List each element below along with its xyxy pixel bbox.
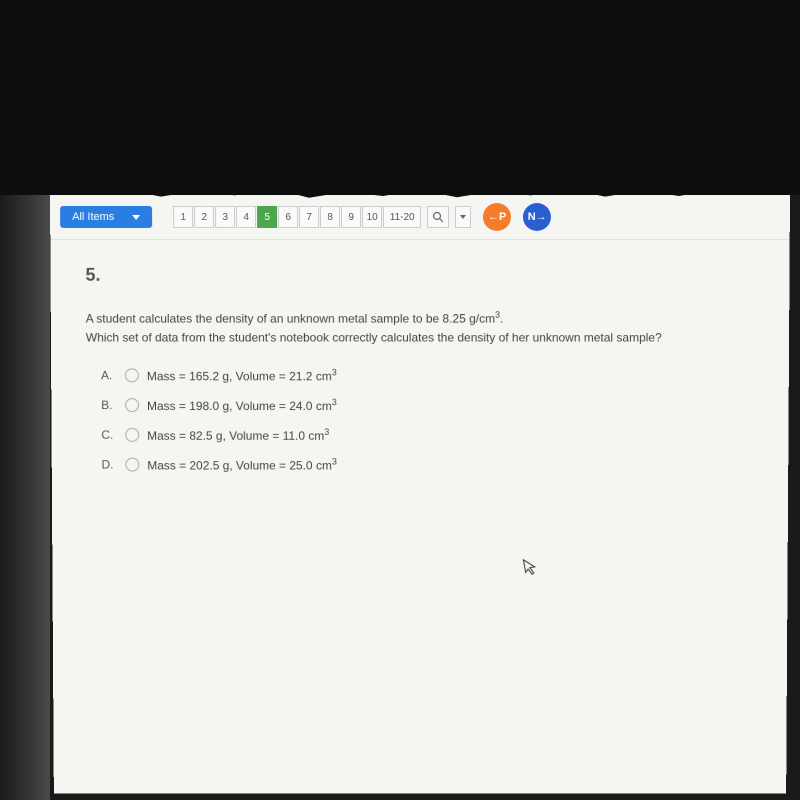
question-line2: Which set of data from the student's not… bbox=[86, 331, 662, 345]
page-range-button[interactable]: 11-20 bbox=[383, 206, 421, 228]
page-num-6[interactable]: 6 bbox=[278, 206, 298, 228]
option-b: B. Mass = 198.0 g, Volume = 24.0 cm3 bbox=[101, 398, 754, 414]
option-letter-d: D. bbox=[101, 458, 117, 472]
option-text-a: Mass = 165.2 g, Volume = 21.2 cm3 bbox=[147, 368, 337, 384]
dark-overhead-region bbox=[0, 0, 800, 195]
option-text-b: Mass = 198.0 g, Volume = 24.0 cm3 bbox=[147, 398, 337, 414]
page-num-1[interactable]: 1 bbox=[173, 206, 193, 228]
monitor-left-bezel bbox=[0, 195, 50, 800]
page-num-3[interactable]: 3 bbox=[215, 206, 235, 228]
question-line1-end: . bbox=[500, 312, 503, 326]
radio-c[interactable] bbox=[125, 428, 139, 442]
answer-options: A. Mass = 165.2 g, Volume = 21.2 cm3 B. … bbox=[86, 368, 754, 473]
option-c: C. Mass = 82.5 g, Volume = 11.0 cm3 bbox=[101, 427, 753, 443]
zoom-button[interactable] bbox=[427, 206, 449, 228]
search-icon bbox=[432, 211, 444, 223]
question-content: 5. A student calculates the density of a… bbox=[50, 240, 789, 498]
option-a: A. Mass = 165.2 g, Volume = 21.2 cm3 bbox=[101, 368, 754, 384]
all-items-dropdown[interactable]: All Items bbox=[60, 206, 152, 228]
option-letter-c: C. bbox=[101, 428, 117, 442]
all-items-label: All Items bbox=[72, 211, 114, 223]
question-number: 5. bbox=[85, 265, 754, 286]
page-num-2[interactable]: 2 bbox=[194, 206, 214, 228]
page-num-4[interactable]: 4 bbox=[236, 206, 256, 228]
page-number-list: 1 2 3 4 5 6 7 8 9 10 11-20 bbox=[173, 206, 421, 228]
page-num-5[interactable]: 5 bbox=[257, 206, 277, 228]
next-button[interactable]: N→ bbox=[523, 203, 551, 231]
photo-frame: All Items 1 2 3 4 5 6 7 8 9 10 11-20 bbox=[0, 0, 800, 800]
chevron-down-icon bbox=[132, 214, 140, 219]
radio-a[interactable] bbox=[125, 369, 139, 383]
page-num-9[interactable]: 9 bbox=[341, 206, 361, 228]
option-d: D. Mass = 202.5 g, Volume = 25.0 cm3 bbox=[101, 457, 753, 473]
option-letter-a: A. bbox=[101, 369, 117, 383]
screen-content: All Items 1 2 3 4 5 6 7 8 9 10 11-20 bbox=[50, 195, 790, 793]
radio-d[interactable] bbox=[125, 458, 139, 472]
radio-b[interactable] bbox=[125, 399, 139, 413]
option-letter-b: B. bbox=[101, 399, 117, 413]
zoom-dropdown[interactable] bbox=[455, 206, 471, 228]
navigation-bar: All Items 1 2 3 4 5 6 7 8 9 10 11-20 bbox=[50, 195, 790, 240]
page-num-10[interactable]: 10 bbox=[362, 206, 382, 228]
option-text-c: Mass = 82.5 g, Volume = 11.0 cm3 bbox=[147, 427, 329, 443]
previous-button[interactable]: ←P bbox=[483, 203, 511, 231]
question-line1: A student calculates the density of an u… bbox=[86, 312, 495, 326]
option-text-d: Mass = 202.5 g, Volume = 25.0 cm3 bbox=[147, 457, 337, 473]
mouse-cursor-icon bbox=[522, 556, 542, 583]
page-num-8[interactable]: 8 bbox=[320, 206, 340, 228]
question-prompt: A student calculates the density of an u… bbox=[86, 308, 755, 348]
page-num-7[interactable]: 7 bbox=[299, 206, 319, 228]
chevron-down-icon bbox=[460, 215, 466, 219]
